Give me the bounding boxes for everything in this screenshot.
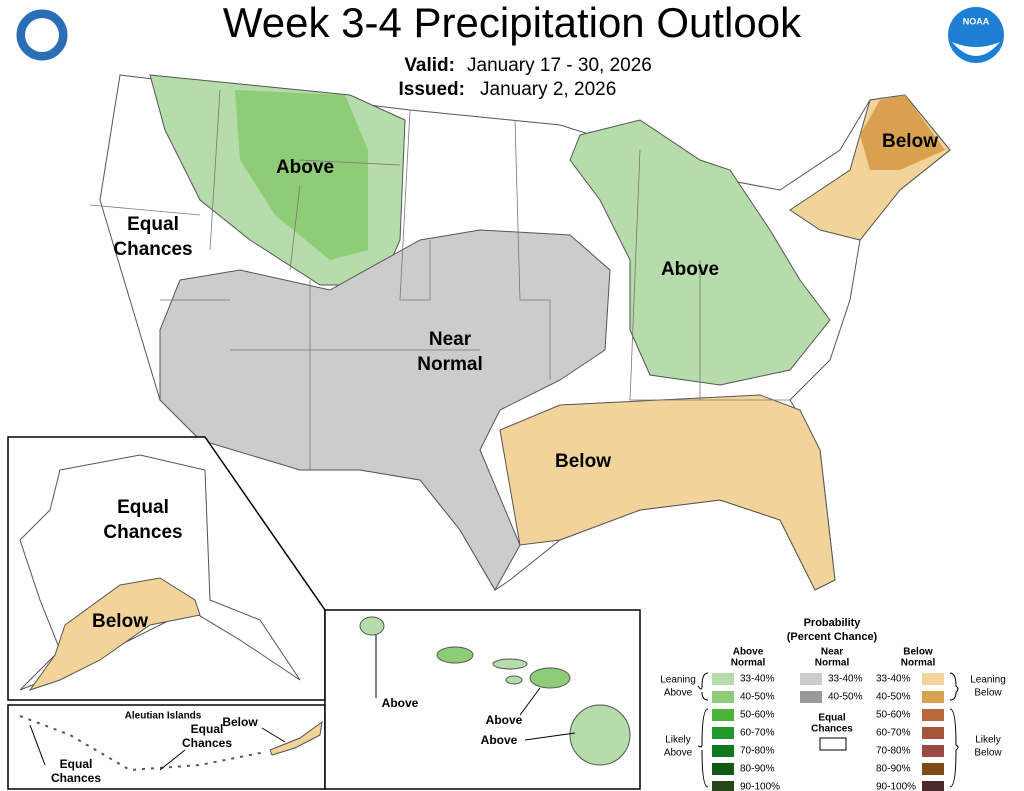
- map-label: Below: [222, 715, 258, 729]
- legend-label: 70-80%: [876, 746, 911, 757]
- legend-label: 60-70%: [876, 728, 911, 739]
- map-label: Above: [661, 259, 719, 280]
- map-label: Below: [555, 451, 611, 472]
- legend-label: 50-60%: [740, 710, 775, 721]
- legend-label: 40-50%: [828, 692, 863, 703]
- legend-group: Leaning: [660, 675, 696, 686]
- legend-swatch: [712, 763, 734, 775]
- legend-label: 80-90%: [876, 764, 911, 775]
- legend-swatch: [922, 673, 944, 685]
- legend-header: Normal: [731, 658, 766, 669]
- legend-label: 60-70%: [740, 728, 775, 739]
- legend-group: Above: [664, 748, 693, 759]
- above-40-region: [235, 90, 368, 260]
- legend-group: Likely: [975, 735, 1001, 746]
- map-label: Equal: [60, 757, 93, 771]
- legend-swatch: [922, 781, 944, 791]
- hawaii-islands: [359, 616, 631, 766]
- legend-swatch: [712, 745, 734, 757]
- issued-date: January 2, 2026: [480, 79, 616, 100]
- legend-header: Chances: [811, 724, 853, 735]
- map-label: Equal: [117, 497, 169, 518]
- map-label: Equal: [191, 722, 224, 736]
- inset-title: Aleutian Islands: [125, 711, 202, 722]
- valid-dates: January 17 - 30, 2026: [467, 55, 652, 76]
- legend-header: Equal: [818, 713, 845, 724]
- legend-label: 33-40%: [828, 674, 863, 685]
- legend-swatch: [712, 709, 734, 721]
- map-label: Near: [429, 329, 472, 350]
- legend-group: Likely: [665, 735, 691, 746]
- legend-swatch: [800, 673, 822, 685]
- map-label: Above: [382, 696, 419, 710]
- noaa-wave: [952, 42, 1000, 56]
- title: Week 3-4 Precipitation Outlook: [223, 0, 802, 46]
- legend-braces: [697, 672, 959, 788]
- aleutians-below-region: [269, 720, 323, 756]
- legend-swatch: [712, 691, 734, 703]
- near-normal-region: [159, 229, 611, 592]
- legend-label: 90-100%: [740, 782, 780, 791]
- valid-label: Valid:: [404, 55, 455, 76]
- legend-group: Below: [974, 688, 1002, 699]
- map-label: Above: [276, 157, 334, 178]
- map-label: Chances: [113, 239, 192, 260]
- map-label: Above: [481, 733, 518, 747]
- legend-header: Above: [733, 647, 764, 658]
- alaska-below-region: [28, 577, 201, 691]
- legend-swatch: [800, 691, 822, 703]
- legend-header: Normal: [901, 658, 936, 669]
- leader-lines: [375, 635, 576, 741]
- legend-label: 40-50%: [876, 692, 911, 703]
- legend: Probability (Percent Chance) Above Norma…: [660, 617, 1006, 791]
- legend-swatch: [922, 691, 944, 703]
- map-label: Above: [486, 713, 523, 727]
- legend-label: 70-80%: [740, 746, 775, 757]
- legend-swatch: [922, 709, 944, 721]
- legend-label: 33-40%: [876, 674, 911, 685]
- legend-group: Leaning: [970, 675, 1006, 686]
- map-label: Chances: [51, 771, 101, 785]
- legend-swatch: [819, 737, 847, 751]
- legend-swatch: [922, 763, 944, 775]
- legend-swatch: [712, 781, 734, 791]
- legend-group: Above: [664, 688, 693, 699]
- map-label: Chances: [103, 522, 182, 543]
- legend-title: (Percent Chance): [787, 631, 878, 643]
- conus-labels: Above Equal Chances Near Normal Below Ab…: [113, 131, 938, 472]
- above-region-east: [569, 119, 831, 386]
- below-40-region: [860, 95, 945, 170]
- legend-title: Probability: [804, 617, 862, 629]
- map-label: Chances: [182, 736, 232, 750]
- state-borders: [89, 89, 790, 470]
- legend-label: 40-50%: [740, 692, 775, 703]
- legend-group: Below: [974, 748, 1002, 759]
- map-label: Below: [882, 131, 938, 152]
- noaa-text: NOAA: [963, 16, 990, 26]
- map-label: Below: [92, 611, 148, 632]
- map-label: Equal: [127, 214, 179, 235]
- legend-header: Near: [821, 647, 843, 658]
- commerce-seal-inner: [25, 18, 59, 52]
- map-label: Normal: [417, 354, 482, 375]
- legend-label: 33-40%: [740, 674, 775, 685]
- leader-lines: [29, 724, 286, 771]
- legend-swatch: [922, 745, 944, 757]
- legend-label: 90-100%: [876, 782, 916, 791]
- legend-label: 50-60%: [876, 710, 911, 721]
- legend-header: Below: [903, 647, 933, 658]
- legend-swatch: [712, 673, 734, 685]
- legend-header: Normal: [815, 658, 850, 669]
- legend-swatch: [922, 727, 944, 739]
- below-region-south: [499, 394, 836, 591]
- legend-label: 80-90%: [740, 764, 775, 775]
- legend-swatch: [712, 727, 734, 739]
- issued-label: Issued:: [398, 79, 465, 100]
